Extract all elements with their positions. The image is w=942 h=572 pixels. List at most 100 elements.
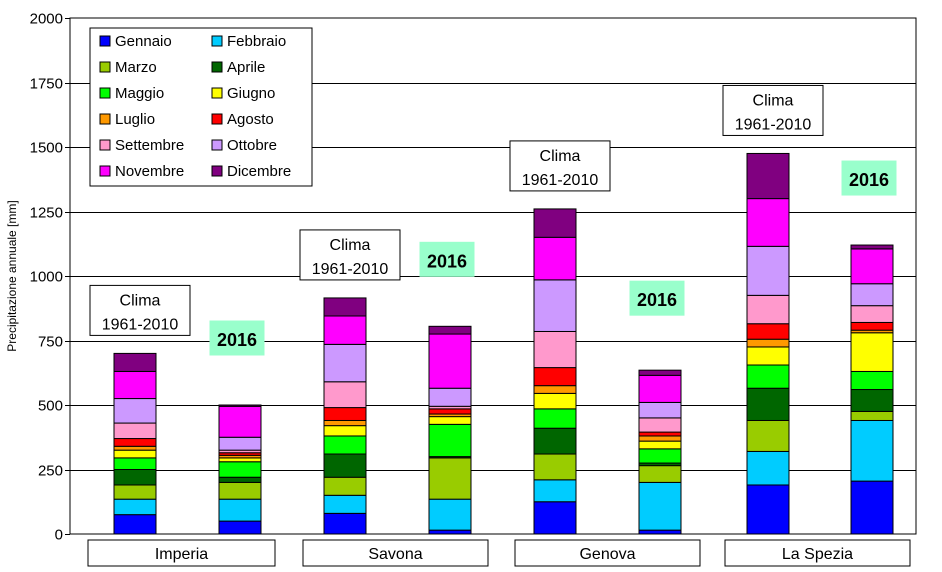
bar-segment-marzo <box>323 476 367 496</box>
y-tick-label: 0 <box>55 527 63 544</box>
bar-segment-giugno <box>218 457 262 463</box>
legend-swatch <box>211 139 223 151</box>
station-label-box <box>302 539 489 567</box>
bar-segment-aprile <box>218 476 262 483</box>
legend-swatch <box>211 87 223 99</box>
x-category-label: Savona <box>368 546 422 563</box>
bar-segment-ottobre <box>428 387 472 407</box>
legend-entry: Febbraio <box>227 33 286 50</box>
clima-label-text: 1961-2010 <box>312 261 389 278</box>
year-label-text: 2016 <box>217 330 257 350</box>
bar-segment-dicembre <box>323 297 367 317</box>
legend-swatch <box>99 87 111 99</box>
bar-segment-maggio <box>113 457 157 471</box>
bar-segment-luglio <box>638 435 682 442</box>
bar-segment-dicembre <box>428 325 472 335</box>
bar-segment-febbraio <box>218 498 262 522</box>
bar-segment-aprile <box>323 453 367 478</box>
legend-entry: Luglio <box>115 111 155 128</box>
bar-segment-settembre <box>850 305 894 323</box>
bar-segment-ottobre <box>218 436 262 451</box>
bar-segment-luglio <box>533 385 577 394</box>
year-label-text: 2016 <box>427 251 467 271</box>
legend-entry: Marzo <box>115 59 157 76</box>
bar-segment-dicembre <box>533 208 577 238</box>
bar-segment-gennaio <box>746 484 790 535</box>
clima-label-text: Clima <box>330 237 371 254</box>
bar-segment-maggio <box>323 435 367 455</box>
clima-label-text: Clima <box>540 148 581 165</box>
bar-segment-giugno <box>746 346 790 366</box>
bar-segment-dicembre <box>638 369 682 376</box>
x-category-label: Imperia <box>155 546 208 563</box>
bar-segment-febbraio <box>323 494 367 514</box>
year-label-box <box>841 160 897 196</box>
y-tick-label: 750 <box>38 334 63 351</box>
year-label-box <box>419 241 475 277</box>
legend-entry: Dicembre <box>227 163 291 180</box>
bar-segment-gennaio <box>533 501 577 535</box>
legend-swatch <box>99 35 111 47</box>
bar-segment-dicembre <box>218 404 262 407</box>
legend-swatch <box>211 113 223 125</box>
bar-segment-marzo <box>746 419 790 452</box>
station-label-box <box>87 539 276 567</box>
bar-segment-aprile <box>113 469 157 486</box>
station-label-box <box>724 539 911 567</box>
y-tick-label: 2000 <box>30 11 63 28</box>
bar-segment-maggio <box>428 423 472 458</box>
legend-entry: Ottobre <box>227 137 277 154</box>
bar-segment-novembre <box>533 236 577 281</box>
bar-segment-settembre <box>638 417 682 433</box>
bar-segment-ottobre <box>638 401 682 419</box>
bar-segment-marzo <box>218 481 262 500</box>
bar-segment-dicembre <box>850 244 894 250</box>
bar-segment-maggio <box>850 370 894 391</box>
bar-segment-gennaio <box>218 520 262 535</box>
bar-segment-gennaio <box>638 529 682 535</box>
bar-segment-febbraio <box>850 419 894 482</box>
bar-segment-aprile <box>850 389 894 412</box>
bar-segment-giugno <box>533 392 577 410</box>
y-tick-label: 250 <box>38 463 63 480</box>
clima-label-text: 1961-2010 <box>522 172 599 189</box>
clima-label-box <box>89 284 191 336</box>
bar-segment-gennaio <box>323 512 367 535</box>
bar-segment-luglio <box>746 338 790 348</box>
bar-segment-settembre <box>113 422 157 440</box>
bar-segment-gennaio <box>113 514 157 535</box>
bar-segment-ottobre <box>323 343 367 383</box>
bar-segment-agosto <box>428 408 472 415</box>
y-tick-label: 1500 <box>30 140 63 157</box>
bar-segment-giugno <box>113 449 157 459</box>
bar-segment-ottobre <box>850 283 894 307</box>
bar-segment-marzo <box>113 484 157 500</box>
legend-entry: Gennaio <box>115 33 172 50</box>
x-category-label: La Spezia <box>782 546 853 563</box>
clima-label-text: Clima <box>753 92 794 109</box>
bar-segment-agosto <box>850 321 894 331</box>
bar-segment-giugno <box>850 332 894 372</box>
bar-segment-giugno <box>428 416 472 425</box>
bar-segment-ottobre <box>113 398 157 424</box>
bar-segment-marzo <box>638 465 682 483</box>
bar-segment-aprile <box>746 387 790 421</box>
legend-swatch <box>99 139 111 151</box>
legend-swatch <box>211 165 223 177</box>
bar-segment-gennaio <box>428 529 472 535</box>
bar-segment-novembre <box>638 374 682 403</box>
legend-swatch <box>99 165 111 177</box>
y-tick-label: 1000 <box>30 269 63 286</box>
bar-segment-giugno <box>638 440 682 450</box>
bar-segment-novembre <box>746 198 790 247</box>
bar-segment-febbraio <box>113 498 157 516</box>
legend-swatch <box>211 61 223 73</box>
y-axis-label: Precipitazione annuale [mm] <box>5 200 19 351</box>
bar-segment-ottobre <box>746 245 790 296</box>
y-tick-label: 1250 <box>30 205 63 222</box>
bar-segment-febbraio <box>638 481 682 531</box>
clima-label-text: Clima <box>120 292 161 309</box>
legend-entry: Novembre <box>115 163 184 180</box>
